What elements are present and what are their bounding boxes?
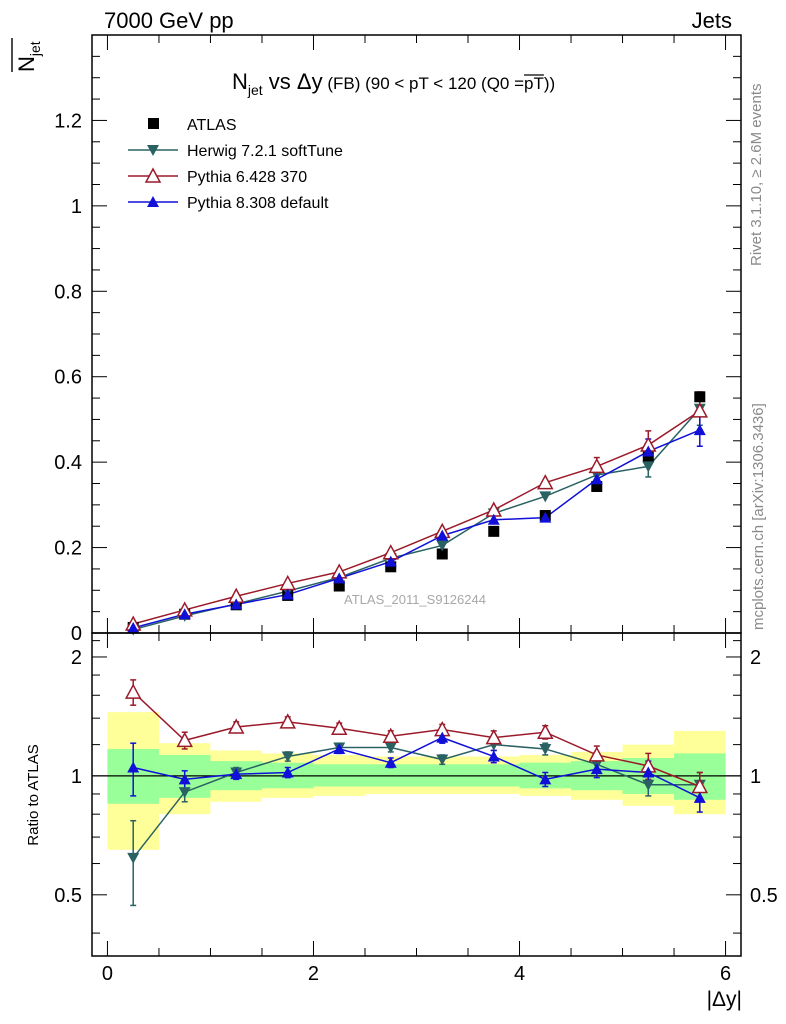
ratio-y-tick-label-right: 1 [750,766,761,788]
marker-tri-up-open [537,474,554,490]
header-right: Jets [692,8,732,33]
legend-label-pythia6: Pythia 6.428 370 [187,169,307,186]
marker-tri-up [384,555,397,567]
atlas-data-point [333,580,345,592]
marker-tri-up-open [691,402,709,418]
series-lines [132,408,701,859]
main-line-series-2 [133,429,701,629]
marker-tri-up-open [537,723,554,739]
legend-label-herwig: Herwig 7.2.1 softTune [187,143,343,160]
marker-tri-down [642,461,655,473]
marker-tri-up [487,513,500,525]
tick-labels: 0 2 4 600.20.40.60.811.20.5 0.51 12 2 [54,110,778,985]
marker-tri-up-open [124,683,142,699]
marker-tri-up [127,761,140,773]
marker-tri-up [436,529,449,541]
marker-tri-up [230,598,243,610]
marker-tri-up-open [588,457,606,474]
legend-marker-atlas [148,118,159,129]
y-tick-label: 0.2 [54,538,82,560]
marker-tri-up [230,768,243,780]
side-label-rivet: Rivet 3.1.10, ≥ 2.6M events [748,84,765,267]
marker-tri-down [436,754,449,766]
marker-tri-up-open [330,719,348,736]
atlas-data-point [591,480,603,492]
header-left: 7000 GeV pp [104,8,234,33]
y-tick-label: 0.4 [54,452,82,474]
marker-tri-up [642,766,655,778]
y-tick-label: 0 [71,623,82,645]
main-line-series-1 [133,410,701,625]
ratio-y-tick-label: 0.5 [54,885,82,907]
marker-tri-up-open [485,729,503,745]
ratio-y-tick-label: 2 [71,647,82,669]
marker-tri-up [436,731,449,743]
x-tick-label: 4 [514,963,525,985]
x-axis-label: |Δy| [707,988,742,1011]
marker-tri-down [436,540,449,552]
ratio-line-series-2 [133,736,701,799]
marker-tri-up [487,750,500,762]
marker-tri-up [127,621,140,633]
marker-tri-up [333,742,346,754]
marker-tri-up [281,588,294,600]
marker-tri-up [590,473,603,485]
marker-tri-down [539,491,552,503]
atlas-data-point [436,548,448,560]
atlas-data-point [488,525,500,537]
legend-marker-pythia8 [147,196,159,207]
ratio-y-tick-label: 1 [71,766,82,788]
legend-marker-herwig [147,145,159,156]
marker-tri-up [539,773,552,785]
ratio-y-label: Ratio to ATLAS [25,744,42,845]
marker-tri-up-open [279,713,296,729]
svg-text:Njet: Njet [14,41,43,72]
ratio-y-tick-label-right: 2 [750,647,761,669]
ratio-line-series-1 [132,691,701,788]
marker-tri-up-open [227,718,245,734]
marker-tri-up-open [176,731,193,748]
plot-title: Njet vs Δy (FB) (90 < pT < 120 (Q0 =pT)) [232,69,555,98]
marker-tri-down [384,742,397,754]
marker-tri-up [384,756,397,768]
marker-tri-up [281,766,294,778]
x-tick-label: 0 [102,963,113,985]
marker-tri-up [178,608,191,620]
y-tick-label: 1 [71,196,82,218]
marker-tri-up [642,445,655,457]
marker-tri-down [539,743,552,755]
data-markers [124,391,709,864]
y-tick-label: 0.8 [54,281,82,303]
atlas-data-point [694,391,706,403]
marker-tri-up-open [382,727,400,743]
marker-tri-down [127,852,140,864]
marker-tri-up [693,424,706,436]
legend-label-atlas: ATLAS [187,117,237,134]
side-label-mcplots: mcplots.cern.ch [arXiv:1306.3436] [750,403,767,630]
marker-tri-up [590,763,603,775]
ratio-y-tick-label-right: 0.5 [750,885,778,907]
ratio-panel-frame [91,632,742,957]
y-tick-label: 1.2 [54,110,82,132]
marker-tri-down [178,787,191,799]
x-tick-label: 2 [308,963,319,985]
legend-label-pythia8: Pythia 8.308 default [187,195,329,212]
marker-tri-down [281,751,294,763]
marker-tri-up [539,511,552,523]
legend: ATLAS Herwig 7.2.1 softTune Pythia 6.428… [128,117,343,212]
main-y-label: Njet [14,41,43,72]
legend-marker-pythia6 [144,167,162,183]
atlas-data-point [385,561,397,573]
analysis-watermark: ATLAS_2011_S9126244 [344,592,486,607]
marker-tri-up [178,773,191,785]
atlas-data-point [642,451,654,463]
marker-tri-up-open [588,746,606,762]
marker-tri-up [333,572,346,584]
x-tick-label: 6 [720,963,731,985]
marker-tri-down [642,779,655,791]
marker-tri-up [693,791,706,803]
y-tick-label: 0.6 [54,367,82,389]
